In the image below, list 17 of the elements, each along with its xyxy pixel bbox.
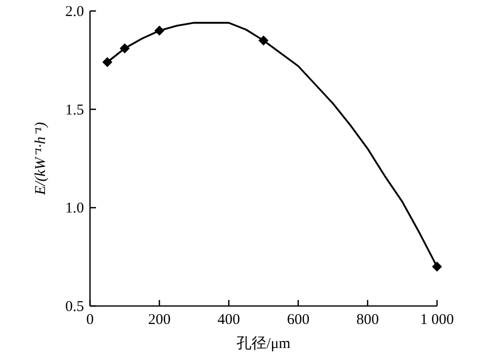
point xyxy=(120,43,130,54)
x-tick-label: 0 xyxy=(86,312,94,328)
y-tick-label: 2.0 xyxy=(65,4,84,20)
x-axis-title: 孔径/μm xyxy=(236,336,291,352)
y-tick-label: 1.5 xyxy=(65,102,84,118)
y-tick-label: 1.0 xyxy=(65,200,84,217)
x-tick-label: 1 000 xyxy=(420,312,454,328)
y-tick-label: 0.5 xyxy=(65,299,84,315)
x-tick-label: 200 xyxy=(148,312,171,328)
x-tick-label: 400 xyxy=(218,312,240,328)
point xyxy=(102,57,112,68)
x-tick-label: 600 xyxy=(286,312,310,328)
x-tick-label: 800 xyxy=(356,312,379,328)
point xyxy=(258,36,268,46)
point xyxy=(154,26,164,36)
y-axis-title: E/(kW⁻¹·h⁻¹) xyxy=(33,122,49,196)
point xyxy=(432,262,442,272)
